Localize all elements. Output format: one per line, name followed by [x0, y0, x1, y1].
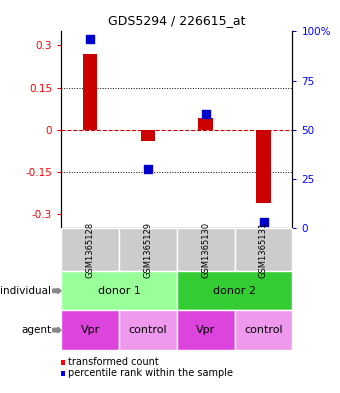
Bar [199, 118, 213, 130]
Text: agent: agent [21, 325, 51, 335]
Text: Vpr: Vpr [196, 325, 215, 335]
Text: Vpr: Vpr [81, 325, 100, 335]
Text: GSM1365130: GSM1365130 [201, 222, 210, 277]
Text: GSM1365128: GSM1365128 [86, 222, 95, 277]
Text: control: control [244, 325, 283, 335]
Bar [83, 54, 97, 130]
Text: donor 2: donor 2 [213, 286, 256, 296]
Text: donor 1: donor 1 [98, 286, 140, 296]
Text: individual: individual [0, 286, 51, 296]
Text: control: control [129, 325, 167, 335]
Title: GDS5294 / 226615_at: GDS5294 / 226615_at [108, 15, 245, 28]
Point [261, 219, 266, 225]
Text: percentile rank within the sample: percentile rank within the sample [68, 368, 233, 378]
Bar [141, 130, 155, 141]
Bar [256, 130, 271, 203]
Text: GSM1365131: GSM1365131 [259, 222, 268, 277]
Text: transformed count: transformed count [68, 357, 159, 367]
Point [203, 111, 208, 117]
Point [87, 36, 93, 42]
Text: GSM1365129: GSM1365129 [143, 222, 152, 277]
Point [145, 166, 151, 172]
